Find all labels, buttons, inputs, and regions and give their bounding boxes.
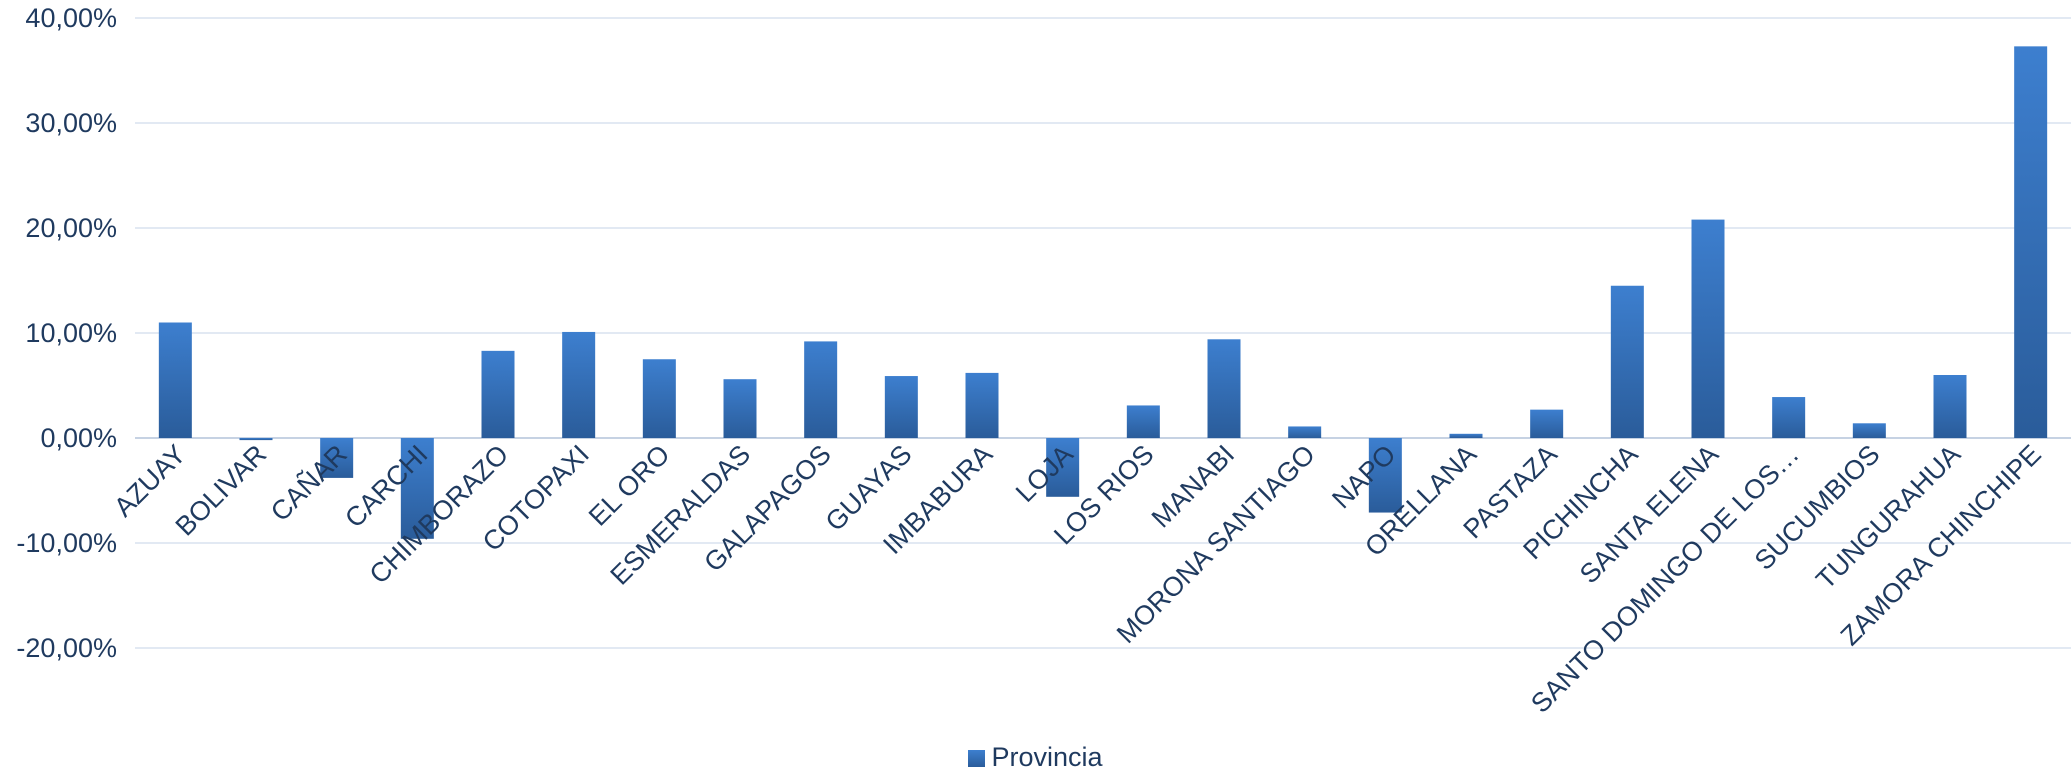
x-tick-label: CHIMBORAZO <box>364 439 515 590</box>
bar <box>481 350 515 438</box>
bars <box>158 46 2048 539</box>
bar <box>1126 405 1160 438</box>
gridlines <box>135 17 2071 649</box>
bar <box>2014 46 2048 438</box>
bar <box>158 322 192 438</box>
bar <box>1933 375 1967 438</box>
bar <box>1691 219 1725 438</box>
legend-swatch <box>968 750 986 767</box>
y-tick-label: 20,00% <box>25 213 117 243</box>
bar <box>965 372 999 438</box>
bar <box>1449 433 1483 438</box>
bar <box>642 359 676 438</box>
bar <box>1288 426 1322 438</box>
bar <box>723 379 757 438</box>
y-tick-label: 10,00% <box>25 318 117 348</box>
y-tick-label: 30,00% <box>25 108 117 138</box>
bar <box>1046 438 1080 497</box>
bar <box>562 331 596 438</box>
bar <box>804 341 838 438</box>
legend-label: Provincia <box>991 742 1103 772</box>
legend: Provincia <box>0 742 2071 772</box>
y-tick-label: -10,00% <box>16 528 117 558</box>
bar <box>400 438 434 539</box>
x-tick-label: TUNGURAHUA <box>1810 439 1966 595</box>
bar <box>320 438 354 478</box>
y-tick-label: 0,00% <box>40 423 117 453</box>
bar <box>884 376 918 438</box>
bar <box>1610 285 1644 438</box>
y-axis-tick-labels: 40,00% 30,00% 20,00% 10,00% 0,00% -10,00% -20,… <box>16 3 117 663</box>
y-tick-label: -20,00% <box>16 633 117 663</box>
bar <box>1207 339 1241 438</box>
bar <box>239 438 273 441</box>
bar <box>1852 423 1886 438</box>
y-tick-label: 40,00% <box>25 3 117 33</box>
bar <box>1772 397 1806 438</box>
x-tick-label: SANTA ELENA <box>1574 439 1724 589</box>
bar <box>1368 438 1402 513</box>
x-tick-label: ESMERALDAS <box>605 439 757 591</box>
bar <box>1530 409 1564 438</box>
